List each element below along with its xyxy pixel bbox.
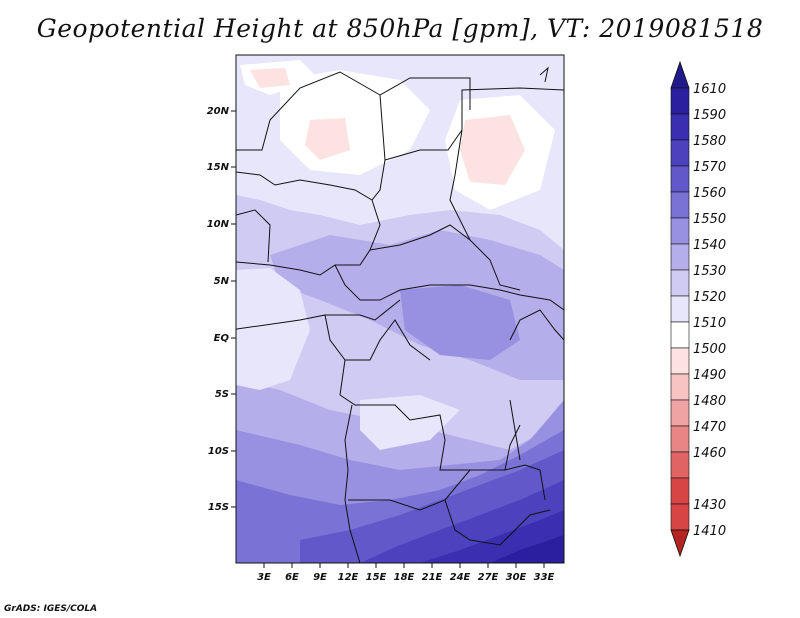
lat-label: 5N xyxy=(214,276,230,287)
colorbar-segment xyxy=(670,451,690,479)
lon-label: 15E xyxy=(366,572,387,583)
colorbar-segment xyxy=(670,87,690,115)
colorbar-segment xyxy=(670,503,690,531)
lon-label: 24E xyxy=(450,572,471,583)
lon-label: 18E xyxy=(394,572,415,583)
colorbar-label: 1430 xyxy=(693,498,726,513)
footer-credit: GrADS: IGES/COLA xyxy=(4,604,98,614)
lat-label: 10S xyxy=(208,446,229,457)
colorbar: 1610 1590 1580 1570 1560 1550 1540 1530 … xyxy=(670,60,726,558)
colorbar-segment xyxy=(670,347,690,375)
colorbar-label: 1550 xyxy=(693,212,726,227)
colorbar-label: 1490 xyxy=(693,368,726,383)
colorbar-label: 1510 xyxy=(693,316,726,331)
lat-label: 5S xyxy=(215,389,229,400)
lon-label: 12E xyxy=(338,572,359,583)
colorbar-label: 1590 xyxy=(693,108,726,123)
colorbar-segment xyxy=(670,399,690,427)
country-borders xyxy=(236,66,564,563)
longitude-axis: 3E 6E 9E 12E 15E 18E 21E 24E 27E 30E 33E xyxy=(257,563,555,583)
lon-label: 30E xyxy=(506,572,527,583)
colorbar-label: 1580 xyxy=(693,134,726,149)
lon-label: 9E xyxy=(313,572,327,583)
lat-label: 15N xyxy=(207,162,230,173)
colorbar-bottom-arrow xyxy=(670,529,690,558)
colorbar-segment xyxy=(670,113,690,141)
colorbar-label: 1560 xyxy=(693,186,726,201)
latitude-axis: 20N 15N 10N 5N EQ 5S 10S 15S xyxy=(207,106,236,513)
colorbar-label: 1610 xyxy=(693,82,726,97)
lon-label: 33E xyxy=(534,572,555,583)
colorbar-segment xyxy=(670,139,690,167)
colorbar-label: 1470 xyxy=(693,420,726,435)
colorbar-segment xyxy=(670,295,690,323)
lat-label: 10N xyxy=(207,219,230,230)
colorbar-label: 1500 xyxy=(693,342,726,357)
colorbar-label: 1480 xyxy=(693,394,726,409)
colorbar-label: 1460 xyxy=(693,446,726,461)
height-field xyxy=(236,55,564,563)
lon-label: 3E xyxy=(257,572,271,583)
colorbar-label: 1530 xyxy=(693,264,726,279)
colorbar-segment xyxy=(670,477,690,505)
colorbar-label: 1540 xyxy=(693,238,726,253)
lat-label: EQ xyxy=(214,333,230,344)
lon-label: 27E xyxy=(478,572,499,583)
lon-label: 21E xyxy=(422,572,443,583)
colorbar-segment xyxy=(670,165,690,193)
colorbar-segment xyxy=(670,269,690,297)
colorbar-segment xyxy=(670,217,690,245)
colorbar-label: 1520 xyxy=(693,290,726,305)
map-frame xyxy=(235,54,565,564)
lat-label: 15S xyxy=(208,502,229,513)
colorbar-segment xyxy=(670,243,690,271)
colorbar-segment xyxy=(670,191,690,219)
chart-title: Geopotential Height at 850hPa [gpm], VT:… xyxy=(36,14,764,43)
lon-label: 6E xyxy=(285,572,299,583)
colorbar-label: 1410 xyxy=(693,524,726,539)
lat-label: 20N xyxy=(207,106,230,117)
colorbar-segment xyxy=(670,321,690,349)
colorbar-segment xyxy=(670,373,690,401)
colorbar-label: 1570 xyxy=(693,160,726,175)
colorbar-top-arrow xyxy=(670,60,690,89)
colorbar-segment xyxy=(670,425,690,453)
